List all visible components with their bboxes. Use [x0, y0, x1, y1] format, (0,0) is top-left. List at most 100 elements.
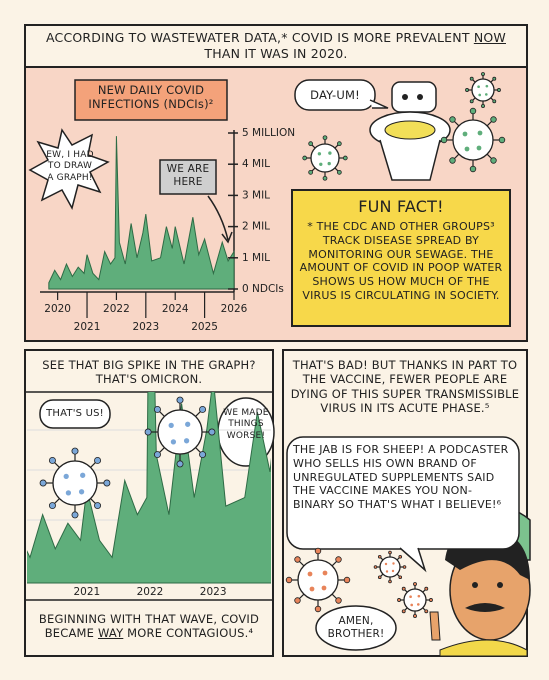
virus-tip	[469, 107, 477, 115]
virus-tip	[48, 502, 56, 510]
virus-tip	[335, 597, 342, 604]
virus-dot	[309, 586, 315, 592]
caption-part: MORE CONTAGIOUS.⁴	[123, 626, 254, 641]
label-box	[159, 159, 217, 195]
x-tick-label: 2023	[200, 586, 227, 598]
virus	[373, 550, 407, 584]
x-tick-label: 2023	[132, 321, 159, 333]
virus-dot	[327, 161, 331, 166]
virus-dot	[485, 84, 489, 88]
bubble-text: DAY-UM!	[310, 88, 360, 102]
bubble-tail	[369, 99, 389, 109]
virus-tip	[377, 554, 382, 559]
virus-dot	[384, 562, 388, 566]
virus-tip	[469, 76, 474, 81]
virus-tip	[294, 556, 301, 563]
virus-dot	[307, 571, 313, 577]
virus-tip	[424, 586, 429, 591]
virus-dot	[476, 145, 482, 151]
x-tick-label: 2024	[162, 303, 189, 315]
virus-tip	[424, 609, 429, 614]
chart-title: NEW DAILY COVID INFECTIONS (NDCIs)²	[88, 83, 214, 112]
speech-bubble	[315, 605, 397, 651]
virus-dot	[168, 422, 174, 429]
virus-tip	[481, 72, 485, 76]
area	[48, 136, 235, 290]
virus-body	[452, 119, 494, 161]
virus-tip	[94, 502, 102, 510]
virus-tip	[401, 586, 406, 591]
virus-tip	[103, 479, 111, 487]
virus-dot	[462, 131, 468, 137]
virus-dot	[170, 439, 177, 445]
virus-tip	[481, 104, 485, 108]
virus-tip	[402, 565, 407, 569]
virus	[397, 582, 433, 618]
caption: SEE THAT BIG SPIKE IN THE GRAPH? THAT'S …	[42, 358, 256, 387]
virus-tip	[377, 575, 382, 580]
virus-tip	[429, 598, 433, 602]
virus-dot	[321, 585, 327, 591]
y-tick-label: 4 MIL	[242, 158, 270, 170]
x-tick-label: 2021	[73, 586, 100, 598]
virus-dot	[477, 85, 480, 89]
virus-tip	[176, 396, 184, 404]
y-tick-label: 1 MIL	[242, 252, 270, 264]
virus-tip	[199, 451, 207, 459]
virus-tip	[440, 136, 448, 144]
virus-tip	[176, 460, 184, 468]
bubble-text: AMEN, BROTHER!	[327, 615, 385, 641]
y-tick-label: 0 NDCIs	[242, 283, 284, 295]
virus-body	[52, 460, 98, 506]
y-tick-label: 2 MIL	[242, 221, 270, 233]
virus-dot	[409, 595, 412, 599]
bubble-tail	[399, 547, 427, 573]
virus-dot	[63, 473, 69, 480]
virus-dot	[416, 603, 420, 606]
virus-tip	[314, 605, 322, 613]
bubble-text: WE MADE THINGS WORSE!	[223, 408, 269, 441]
speech-bubble	[39, 399, 111, 429]
label-text: WE ARE HERE	[166, 163, 210, 189]
y-tick-label: 3 MIL	[242, 189, 270, 201]
virus	[144, 396, 216, 468]
virus-tip	[388, 550, 392, 555]
virus-tip	[465, 88, 469, 92]
virus	[39, 447, 111, 519]
caption-part: ACCORDING TO WASTEWATER DATA,* COVID IS …	[46, 30, 474, 45]
virus-dot	[183, 438, 190, 444]
x-tick-label: 2025	[191, 321, 218, 333]
fun-fact-title: FUN FACT!	[358, 197, 444, 216]
virus-tip	[398, 575, 403, 580]
virus-tip	[336, 141, 342, 147]
virus-tip	[314, 547, 322, 555]
virus-body	[297, 559, 339, 601]
virus-tip	[144, 428, 152, 436]
x-tick-label: 2022	[103, 303, 130, 315]
virus-tip	[308, 141, 314, 147]
virus-dot	[319, 162, 323, 166]
virus-tip	[397, 598, 401, 602]
virus-tip	[294, 597, 301, 604]
y-tick-label: 5 MILLION	[242, 127, 295, 139]
caption: ACCORDING TO WASTEWATER DATA,* COVID IS …	[40, 30, 512, 61]
virus-body	[379, 556, 401, 578]
virus-tip	[497, 88, 501, 92]
arrow-head	[221, 231, 233, 244]
x-tick-label: 2026	[221, 303, 248, 315]
fun-fact-box	[291, 189, 511, 327]
virus	[440, 107, 506, 173]
virus-dot	[392, 562, 395, 565]
virus-tip	[449, 157, 456, 164]
virus-dot	[391, 569, 395, 573]
caption-part: THAN IT WAS IN 2020.	[204, 45, 348, 61]
virus-dot	[65, 490, 72, 496]
fun-fact-body: * THE CDC AND OTHER GROUPS³ TRACK DISEAS…	[299, 220, 503, 302]
virus-tip	[39, 479, 47, 487]
virus-dot	[478, 93, 482, 97]
virus-body	[157, 409, 203, 455]
virus-tip	[373, 565, 378, 569]
virus-tip	[153, 405, 161, 413]
